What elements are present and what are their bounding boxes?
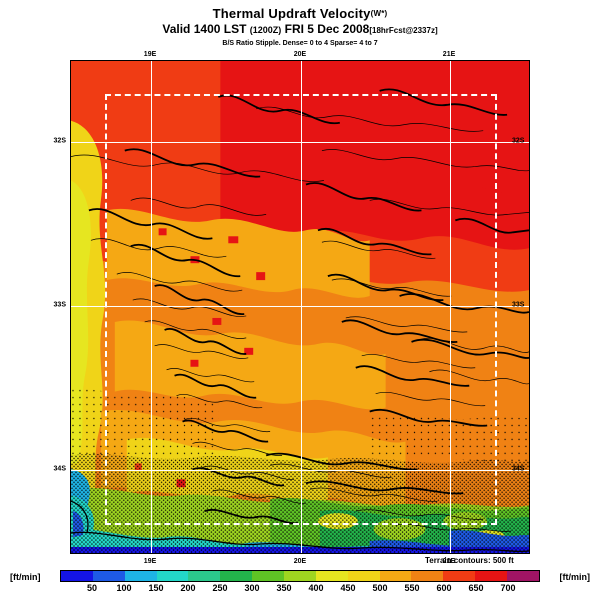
lat-tick-right-34s: 34S xyxy=(512,465,525,473)
colorbar-tick-650: 650 xyxy=(468,583,484,593)
colorbar-segment-4 xyxy=(188,571,221,581)
colorbar-tick-200: 200 xyxy=(180,583,196,593)
colorbar-tick-250: 250 xyxy=(212,583,228,593)
lat-tick-left-34s: 34S xyxy=(53,465,66,473)
utc-time-label: (1200Z) xyxy=(249,25,282,35)
colorbar-tick-300: 300 xyxy=(244,583,260,593)
chart-subtitle: Valid 1400 LST (1200Z) FRI 5 Dec 2008[18… xyxy=(0,22,600,38)
gridline-lat-33s xyxy=(71,306,529,308)
chart-title-text: Thermal Updraft Velocity xyxy=(212,6,371,21)
colorbar-segment-11 xyxy=(411,571,444,581)
forecast-domain-box xyxy=(105,94,497,525)
colorbar-row: [ft/min] [ft/min] 50 100 150 200 250 300 350 40… xyxy=(0,568,600,600)
colorbar-tick-550: 550 xyxy=(404,583,420,593)
colorbar-segment-13 xyxy=(475,571,508,581)
colorbar-segment-14 xyxy=(507,571,539,581)
lon-tick-bottom-20e: 20E xyxy=(293,558,307,565)
coastline xyxy=(71,500,529,553)
colorbar-segment-8 xyxy=(315,571,348,581)
colorbar-tick-100: 100 xyxy=(116,583,132,593)
terrain-contour-note: Terrain contours: 500 ft xyxy=(425,556,514,565)
colorbar-tick-400: 400 xyxy=(308,583,324,593)
terrain-contour-thin xyxy=(71,106,529,532)
colorbar-segment-9 xyxy=(347,571,380,581)
lat-tick-right-32s: 32S xyxy=(512,137,525,145)
lat-tick-left-33s: 33S xyxy=(53,301,66,309)
colorbar-tick-500: 500 xyxy=(372,583,388,593)
colorbar-tick-600: 600 xyxy=(436,583,452,593)
chart-title: Thermal Updraft Velocity(W*) xyxy=(0,6,600,21)
lon-tick-bottom-21e: 21E xyxy=(442,558,456,565)
colorbar-segment-0 xyxy=(61,571,93,581)
colorbar-scale xyxy=(60,570,540,582)
colorbar-tick-50: 50 xyxy=(86,583,98,593)
colorbar-segment-1 xyxy=(92,571,125,581)
colorbar-tick-labels: 50 100 150 200 250 300 350 400 450 500 550 600 650 70… xyxy=(60,583,540,597)
valid-time-label: Valid 1400 LST xyxy=(162,22,247,36)
colorbar-unit-right: [ft/min] xyxy=(559,572,591,582)
colorbar-segment-12 xyxy=(443,571,476,581)
lon-tick-bottom-19e: 19E xyxy=(143,558,157,565)
colorbar-segment-10 xyxy=(379,571,412,581)
stipple-legend-note: B/S Ratio Stipple. Dense= 0 to 4 Sparse=… xyxy=(222,40,378,47)
colorbar-tick-150: 150 xyxy=(148,583,164,593)
colorbar-segment-7 xyxy=(284,571,316,581)
lat-tick-left-32s: 32S xyxy=(53,137,66,145)
colorbar-tick-350: 350 xyxy=(276,583,292,593)
title-block: Thermal Updraft Velocity(W*) Valid 1400 … xyxy=(0,6,600,49)
colorbar-segment-5 xyxy=(220,571,253,581)
forecast-stamp-label: [18hrFcst@2337z] xyxy=(369,26,438,35)
colorbar-tick-700: 700 xyxy=(500,583,516,593)
colorbar-segment-3 xyxy=(156,571,189,581)
map-container: 19E 20E 21E 19E 20E 21E 32S 33S 34S 32S … xyxy=(54,51,530,565)
lat-tick-right-33s: 33S xyxy=(512,301,525,309)
gridline-lat-32s xyxy=(71,142,529,144)
lon-tick-top-19e: 19E xyxy=(143,51,157,58)
colorbar-segment-2 xyxy=(124,571,157,581)
lon-tick-top-20e: 20E xyxy=(293,51,307,58)
colorbar-tick-450: 450 xyxy=(340,583,356,593)
valid-date-label: FRI 5 Dec 2008 xyxy=(284,22,370,36)
chart-title-superscript: (W*) xyxy=(370,9,388,18)
thermal-updraft-heatmap xyxy=(70,60,530,554)
terrain-contour-bold xyxy=(88,88,529,525)
colorbar-segment-6 xyxy=(252,571,285,581)
colorbar-unit-left: [ft/min] xyxy=(10,572,41,582)
lon-tick-top-21e: 21E xyxy=(442,51,456,58)
gridline-lat-34s xyxy=(71,470,529,472)
